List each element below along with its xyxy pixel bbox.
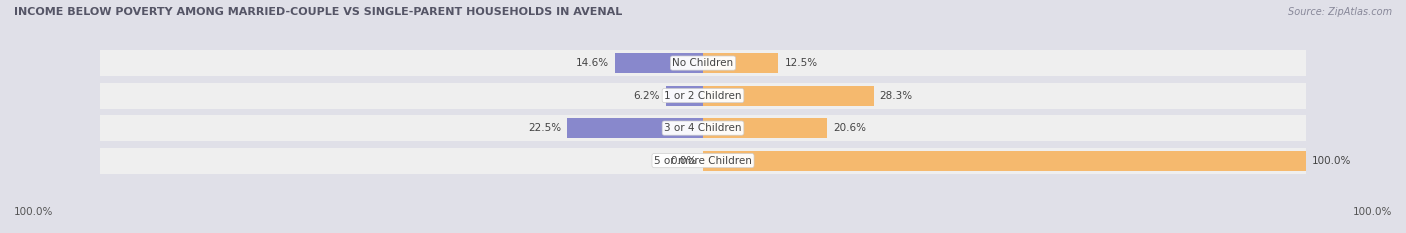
Text: 28.3%: 28.3%: [880, 91, 912, 101]
Legend: Married Couples, Single Parents: Married Couples, Single Parents: [593, 231, 813, 233]
Text: 22.5%: 22.5%: [529, 123, 561, 133]
Bar: [703, 151, 1306, 171]
Bar: [665, 86, 703, 106]
Text: 0.0%: 0.0%: [671, 156, 697, 166]
Text: 100.0%: 100.0%: [14, 207, 53, 217]
Bar: [703, 86, 873, 106]
Text: 14.6%: 14.6%: [576, 58, 609, 68]
Bar: [568, 118, 703, 138]
Text: 6.2%: 6.2%: [633, 91, 659, 101]
Text: 5 or more Children: 5 or more Children: [654, 156, 752, 166]
Text: INCOME BELOW POVERTY AMONG MARRIED-COUPLE VS SINGLE-PARENT HOUSEHOLDS IN AVENAL: INCOME BELOW POVERTY AMONG MARRIED-COUPL…: [14, 7, 623, 17]
Bar: [100, 147, 1306, 174]
Text: 100.0%: 100.0%: [1312, 156, 1351, 166]
Text: 20.6%: 20.6%: [834, 123, 866, 133]
Bar: [100, 82, 1306, 109]
Text: 100.0%: 100.0%: [1353, 207, 1392, 217]
Text: 1 or 2 Children: 1 or 2 Children: [664, 91, 742, 101]
Text: 3 or 4 Children: 3 or 4 Children: [664, 123, 742, 133]
Text: No Children: No Children: [672, 58, 734, 68]
Bar: [100, 115, 1306, 141]
Bar: [703, 53, 779, 73]
Text: Source: ZipAtlas.com: Source: ZipAtlas.com: [1288, 7, 1392, 17]
Bar: [100, 50, 1306, 76]
Bar: [703, 118, 827, 138]
Bar: [614, 53, 703, 73]
Text: 12.5%: 12.5%: [785, 58, 817, 68]
